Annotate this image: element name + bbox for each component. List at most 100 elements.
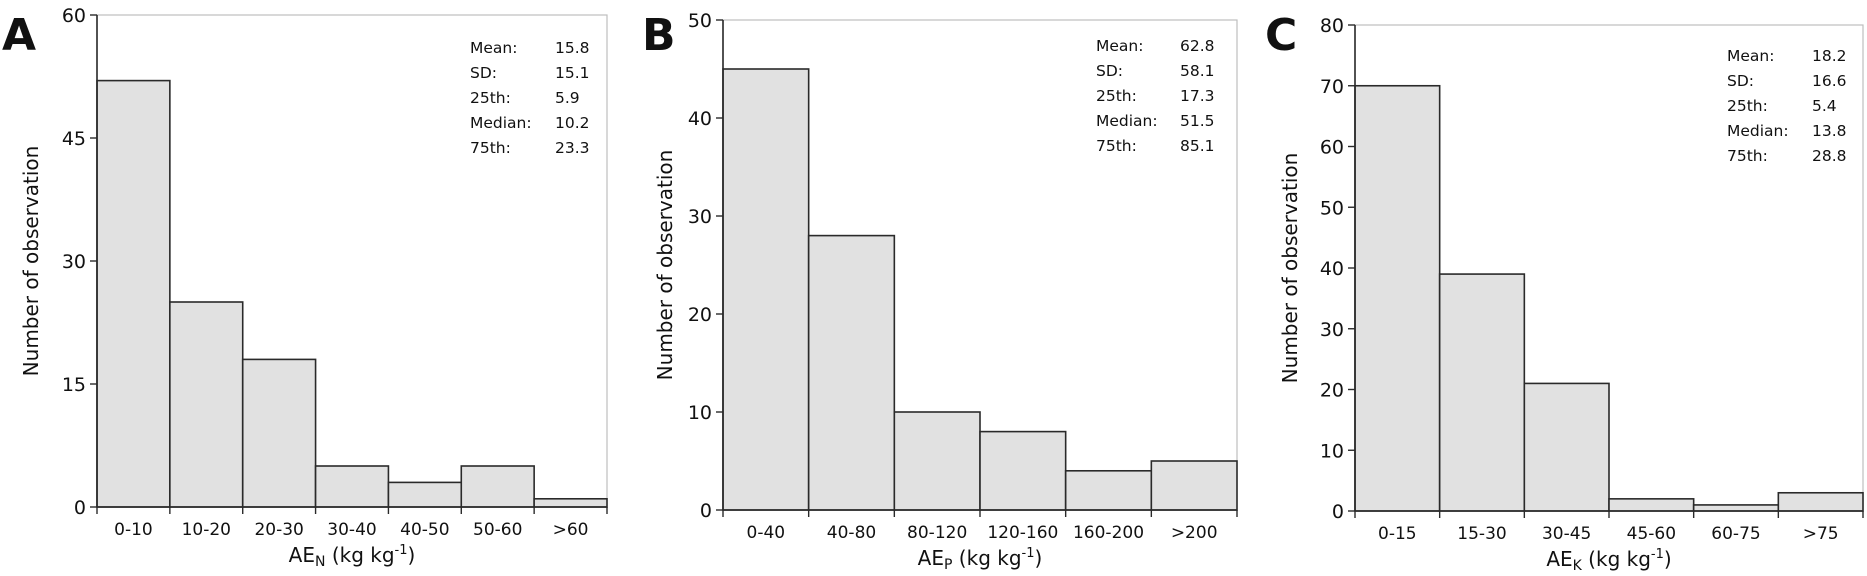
x-category-label: 30-45 — [1542, 524, 1591, 544]
x-axis-title-part: ) — [1035, 546, 1043, 570]
x-category-label: 30-40 — [327, 520, 376, 540]
x-axis-title-part: K — [1573, 558, 1583, 574]
histogram-bar — [1354, 84, 1441, 512]
stat-label: Mean: — [1727, 47, 1774, 65]
stat-value: 58.1 — [1180, 62, 1215, 80]
stat-label: SD: — [1096, 62, 1123, 80]
y-tick-label: 70 — [1320, 76, 1344, 98]
histogram-bar — [96, 79, 171, 508]
histogram-bar — [1777, 491, 1864, 512]
panel-label: A — [2, 10, 36, 61]
x-axis-title: AEP (kg kg-1) — [918, 546, 1043, 573]
x-category-label: 40-50 — [400, 520, 449, 540]
histogram-bar — [893, 411, 981, 511]
x-axis-title-part: P — [944, 557, 952, 573]
x-axis-title-part: N — [315, 554, 325, 570]
chart-panel-a: A 0 15 30 45 60 0-10 10-20 20-30 30-40 40-50 50-60 >… — [2, 5, 608, 570]
stat-value: 17.3 — [1180, 87, 1215, 105]
x-category-label: 0-15 — [1378, 524, 1417, 544]
y-tick-label: 30 — [688, 206, 712, 228]
chart-panel-c: C 0 10 20 30 40 50 60 70 80 0-15 15-30 30-45 45-60 60-… — [1265, 10, 1864, 574]
stat-label: SD: — [470, 64, 497, 82]
stat-label: Mean: — [470, 39, 517, 57]
stat-value: 13.8 — [1812, 122, 1847, 140]
stat-value: 16.6 — [1812, 72, 1847, 90]
stat-value: 5.9 — [555, 89, 580, 107]
histogram-bar — [533, 497, 608, 508]
x-axis-title-part: AE — [1546, 547, 1572, 571]
x-category-label: 45-60 — [1627, 524, 1676, 544]
histogram-bar — [387, 481, 463, 508]
x-axis-title-part: -1 — [395, 543, 408, 558]
y-tick-label: 0 — [700, 500, 712, 522]
stat-value: 51.5 — [1180, 112, 1215, 130]
x-axis-title-part: AE — [918, 546, 944, 570]
x-category-label: 120-160 — [987, 523, 1058, 543]
x-axis-title-part: (kg kg — [1582, 547, 1651, 571]
y-tick-label: 10 — [1320, 440, 1344, 462]
stat-label: 25th: — [1096, 87, 1137, 105]
y-tick-label: 20 — [688, 304, 712, 326]
y-axis-title: Number of observation — [1278, 153, 1302, 384]
stat-value: 5.4 — [1812, 97, 1837, 115]
histogram-bar — [1523, 382, 1610, 512]
x-axis-title-part: (kg kg — [952, 546, 1021, 570]
y-tick-label: 60 — [62, 5, 86, 27]
x-axis-title: AEN (kg kg-1) — [289, 543, 416, 570]
histogram-bar — [460, 465, 535, 508]
chart-panel-b: B 0 10 20 30 40 50 0-40 40-80 80-120 120-160 160-20… — [642, 10, 1238, 573]
stat-label: Median: — [1727, 122, 1789, 140]
stat-label: 75th: — [470, 139, 511, 157]
y-tick-label: 30 — [62, 251, 86, 273]
y-tick-label: 50 — [688, 10, 712, 32]
x-category-label: >200 — [1171, 523, 1218, 543]
x-category-label: 0-40 — [747, 523, 786, 543]
x-axis-title-part: (kg kg — [325, 543, 394, 567]
y-tick-label: 45 — [62, 128, 86, 150]
x-category-label: 80-120 — [907, 523, 967, 543]
histogram-bar — [241, 358, 317, 508]
x-axis-title-part: -1 — [1651, 547, 1664, 562]
stat-value: 10.2 — [555, 114, 590, 132]
histogram-bar — [169, 301, 244, 508]
y-axis-title: Number of observation — [19, 146, 43, 377]
histogram-bar — [1608, 498, 1695, 512]
x-category-label: >60 — [553, 520, 589, 540]
stat-value: 85.1 — [1180, 137, 1215, 155]
y-axis-title: Number of observation — [653, 150, 677, 381]
x-category-label: >75 — [1803, 524, 1839, 544]
stat-value: 15.8 — [555, 39, 590, 57]
panel-label: C — [1265, 10, 1297, 61]
histogram-bar — [807, 234, 896, 511]
x-axis-title-part: ) — [1664, 547, 1672, 571]
y-tick-label: 30 — [1320, 319, 1344, 341]
histogram-bar — [1064, 469, 1153, 511]
x-category-label: 40-80 — [827, 523, 876, 543]
stat-label: SD: — [1727, 72, 1754, 90]
stat-label: 25th: — [1727, 97, 1768, 115]
y-tick-label: 40 — [1320, 258, 1344, 280]
x-axis-title: AEK (kg kg-1) — [1546, 547, 1671, 574]
x-category-label: 60-75 — [1711, 524, 1760, 544]
x-category-label: 0-10 — [114, 520, 153, 540]
x-category-label: 10-20 — [182, 520, 231, 540]
stat-value: 62.8 — [1180, 37, 1215, 55]
y-tick-label: 20 — [1320, 380, 1344, 402]
x-category-label: 50-60 — [473, 520, 522, 540]
x-axis-title-part: -1 — [1022, 546, 1035, 561]
stat-value: 18.2 — [1812, 47, 1847, 65]
y-tick-label: 15 — [62, 374, 86, 396]
x-category-label: 15-30 — [1457, 524, 1506, 544]
y-tick-label: 10 — [688, 402, 712, 424]
histogram-bar — [722, 68, 810, 511]
stat-label: Median: — [470, 114, 532, 132]
histogram-bar — [1150, 460, 1238, 511]
stat-value: 28.8 — [1812, 147, 1847, 165]
histogram-bar — [1438, 273, 1526, 512]
stat-label: 25th: — [470, 89, 511, 107]
x-category-label: 160-200 — [1073, 523, 1144, 543]
y-tick-label: 60 — [1320, 137, 1344, 159]
stat-value: 23.3 — [555, 139, 590, 157]
x-axis-title-part: ) — [408, 543, 416, 567]
